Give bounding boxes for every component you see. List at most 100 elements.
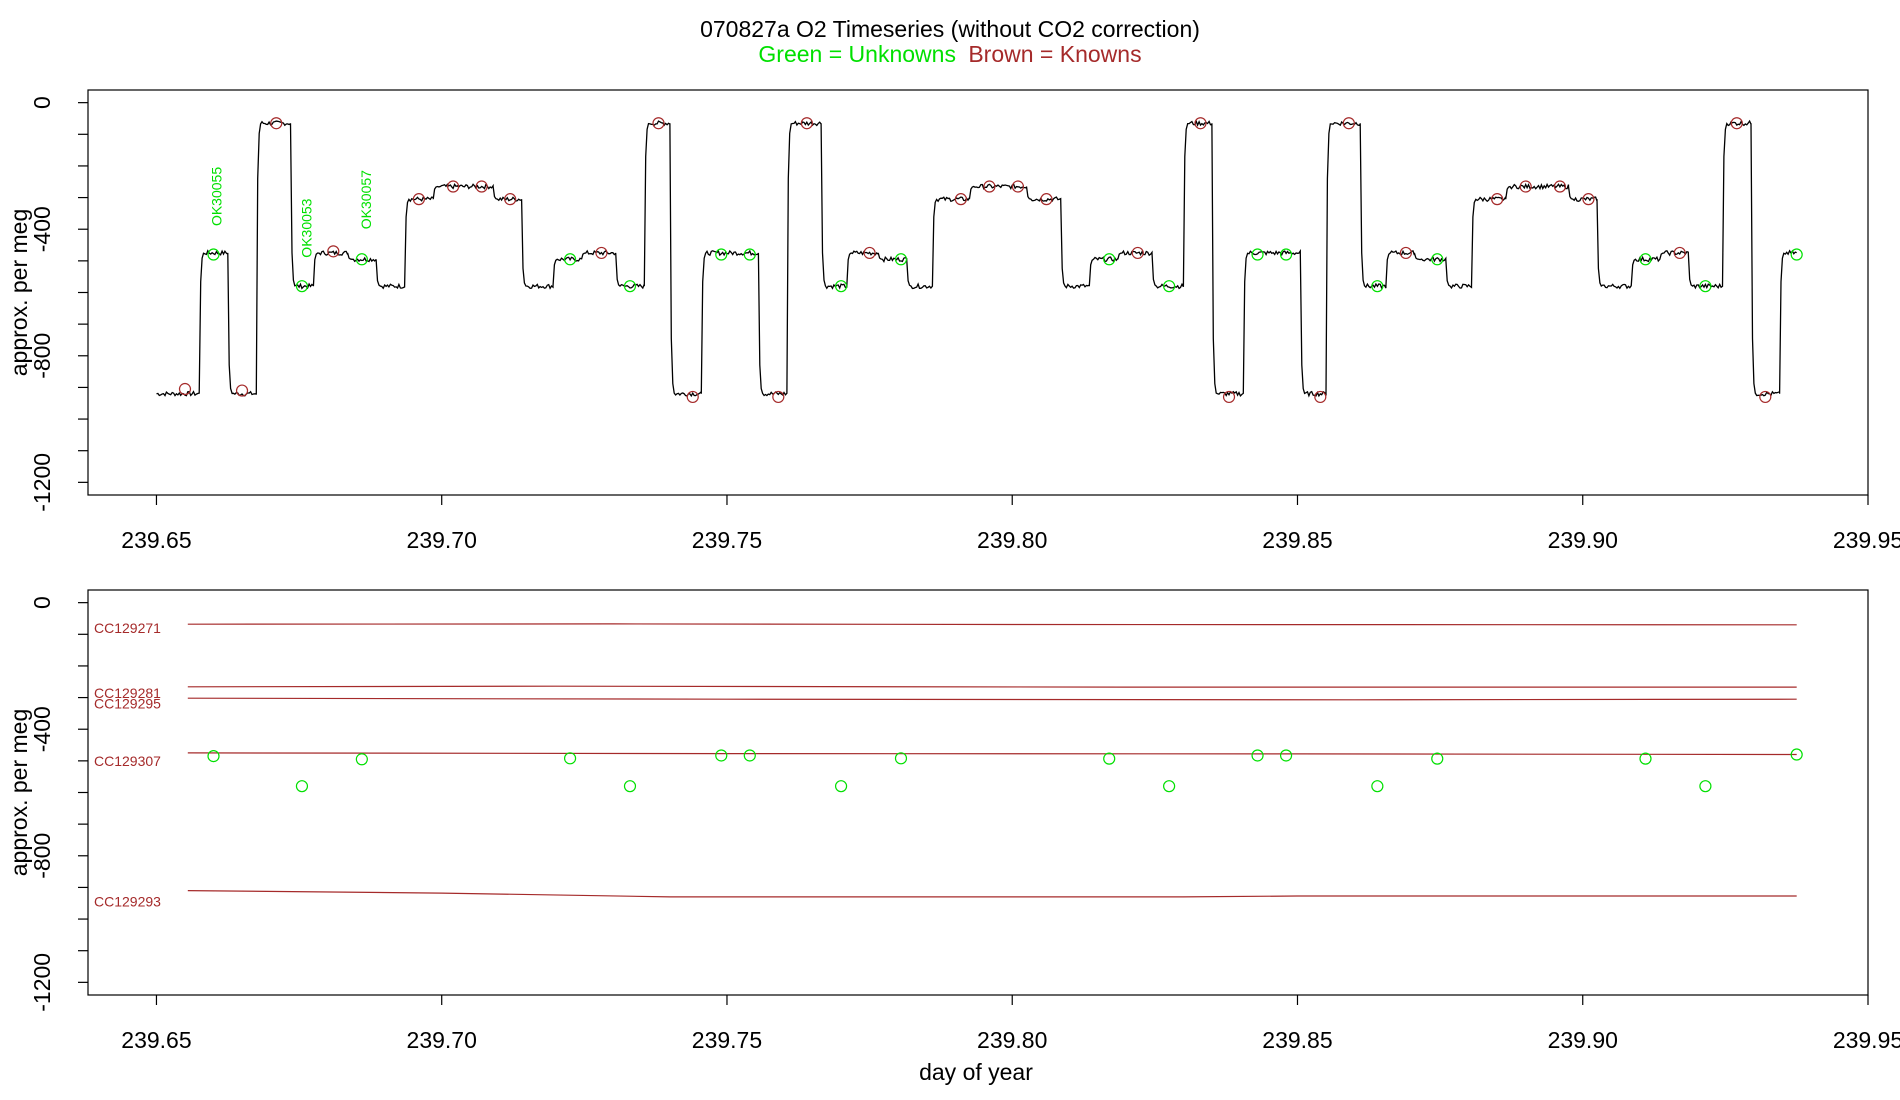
top-known-point xyxy=(595,246,608,260)
bottom-standard-line xyxy=(187,697,1797,701)
top-unknown-point xyxy=(207,248,220,261)
bottom-unknown-point xyxy=(563,752,577,765)
bottom-standard-label: CC129281 xyxy=(94,685,161,701)
legend-line: Green = Unknowns Brown = Knowns xyxy=(758,41,1141,67)
bottom-standard-label: CC129293 xyxy=(94,894,161,910)
top-unknown-point xyxy=(355,253,368,266)
top-known-point xyxy=(1553,180,1567,193)
top-unknown-point xyxy=(1163,280,1176,293)
bottom-unknown-point xyxy=(295,780,309,793)
top-known-point xyxy=(686,390,699,404)
bottom-x-tick-label: 239.90 xyxy=(1548,1027,1618,1053)
top-plot-frame xyxy=(87,89,1869,496)
bottom-unknown-point xyxy=(1790,748,1803,761)
bottom-y-tick-label: -400 xyxy=(29,706,55,752)
top-unknown-point xyxy=(1251,248,1264,261)
top-x-tick-label: 239.80 xyxy=(977,527,1047,553)
top-known-point xyxy=(772,390,785,404)
bottom-y-axis-label: approx. per meg xyxy=(6,709,32,876)
chart-title: 070827a O2 Timeseries (without CO2 corre… xyxy=(700,16,1200,42)
bottom-unknown-point xyxy=(1431,752,1444,765)
top-unknown-point xyxy=(1431,253,1444,266)
top-y-tick-label: -1200 xyxy=(29,453,55,512)
bottom-x-tick-label: 239.80 xyxy=(977,1027,1047,1053)
bottom-unknown-point xyxy=(1279,749,1293,762)
top-known-point xyxy=(1314,390,1327,404)
top-unknown-point xyxy=(715,248,728,261)
bottom-standard-label: CC129295 xyxy=(94,695,161,711)
bottom-standard-line xyxy=(187,623,1797,626)
bottom-standard-line xyxy=(187,890,1797,898)
top-y-tick-label: -800 xyxy=(29,333,55,379)
bottom-unknown-point xyxy=(1251,749,1264,762)
bottom-y-tick-label: -1200 xyxy=(29,953,55,1012)
top-y-tick-label: -400 xyxy=(29,206,55,252)
top-sample-annotation: OK30057 xyxy=(358,170,374,229)
bottom-plot-frame xyxy=(87,589,1869,996)
top-known-point xyxy=(412,193,425,206)
top-known-point xyxy=(863,246,876,260)
bottom-unknown-point xyxy=(834,780,848,793)
top-known-point xyxy=(270,117,283,130)
bottom-x-tick-label: 239.85 xyxy=(1262,1027,1332,1053)
top-known-point xyxy=(504,193,517,206)
top-x-tick-label: 239.90 xyxy=(1548,527,1618,553)
top-x-tick-label: 239.65 xyxy=(121,527,191,553)
top-known-point xyxy=(800,117,813,130)
bottom-unknown-point xyxy=(355,753,368,766)
bottom-unknown-point xyxy=(207,750,220,763)
top-known-point xyxy=(1759,390,1772,404)
top-x-tick-label: 239.95 xyxy=(1833,527,1900,553)
top-unknown-point xyxy=(834,280,848,293)
bottom-unknown-point xyxy=(1103,752,1116,765)
top-known-point xyxy=(447,180,460,193)
top-known-point xyxy=(983,180,996,193)
top-unknown-point xyxy=(1371,280,1384,293)
bottom-x-tick-label: 239.65 xyxy=(121,1027,191,1053)
bottom-standard-line xyxy=(187,752,1797,756)
bottom-unknown-point xyxy=(1163,780,1176,793)
top-unknown-point xyxy=(1699,280,1712,293)
bottom-standard-line xyxy=(187,685,1797,688)
bottom-unknown-point xyxy=(1699,780,1712,793)
bottom-unknown-point xyxy=(623,780,637,793)
bottom-unknown-point xyxy=(715,749,728,762)
legend-knowns: Brown = Knowns xyxy=(968,41,1141,67)
top-known-point xyxy=(1519,180,1532,193)
top-known-point xyxy=(1342,117,1355,130)
top-known-point xyxy=(1194,117,1207,130)
top-unknown-point xyxy=(1790,248,1803,261)
top-known-point xyxy=(1730,117,1743,130)
bottom-standard-label: CC129307 xyxy=(94,753,161,769)
bottom-x-axis-label: day of year xyxy=(919,1059,1033,1085)
top-y-tick-label: 0 xyxy=(29,96,55,109)
bottom-x-tick-label: 239.70 xyxy=(407,1027,477,1053)
top-unknown-point xyxy=(563,253,577,266)
bottom-standard-label: CC129271 xyxy=(94,620,161,636)
top-x-tick-label: 239.70 xyxy=(407,527,477,553)
top-unknown-point xyxy=(894,253,908,266)
top-known-point xyxy=(327,245,340,258)
bottom-y-tick-label: -800 xyxy=(29,833,55,879)
top-known-point xyxy=(1011,180,1025,193)
top-known-point xyxy=(235,384,249,397)
top-known-point xyxy=(954,193,967,206)
bottom-unknown-point xyxy=(894,752,908,765)
top-timeseries-trace xyxy=(156,119,1797,398)
top-x-tick-label: 239.75 xyxy=(692,527,762,553)
top-panel: 239.65 239.70 239.75 239.80 239.85 239.90 239.… xyxy=(6,89,1900,553)
top-known-point xyxy=(475,180,488,193)
top-known-point xyxy=(1040,193,1053,206)
top-unknown-point xyxy=(1639,253,1652,266)
bottom-unknown-point xyxy=(1639,752,1652,765)
top-unknown-point xyxy=(1279,248,1293,261)
top-unknown-point xyxy=(743,248,756,261)
top-known-point xyxy=(652,117,665,130)
bottom-unknown-point xyxy=(1371,780,1384,793)
bottom-unknown-point xyxy=(743,749,756,762)
top-sample-annotation: OK30053 xyxy=(299,198,315,257)
top-unknown-point xyxy=(623,280,637,293)
bottom-x-tick-label: 239.95 xyxy=(1833,1027,1900,1053)
top-known-point xyxy=(1582,193,1595,206)
